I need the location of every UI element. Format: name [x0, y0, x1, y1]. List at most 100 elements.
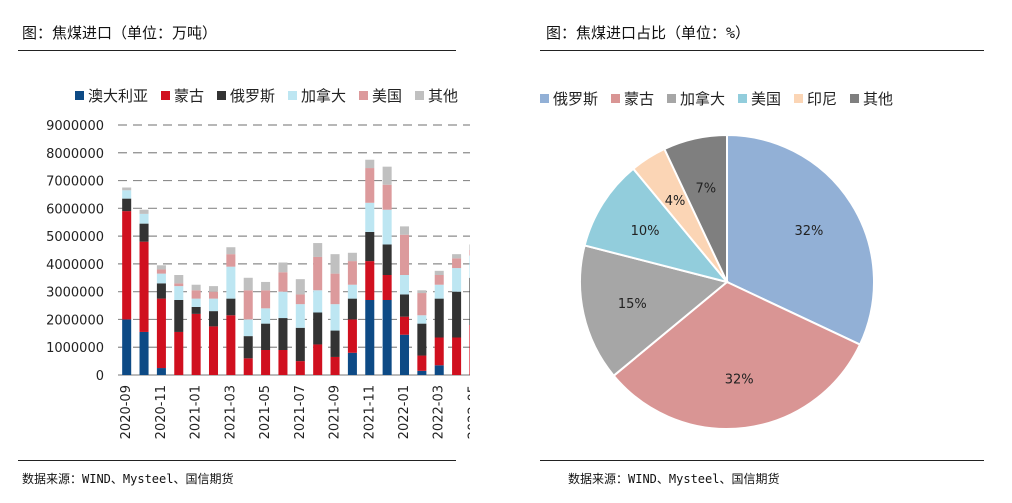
left-source-note: 数据来源：WIND、Mysteel、国信期货 — [22, 472, 234, 486]
bar-segment — [191, 313, 201, 375]
bar-segment — [434, 298, 444, 338]
bar-segment — [417, 355, 427, 371]
bar-segment — [208, 311, 219, 327]
pie-slice — [612, 280, 862, 430]
bar-segment — [261, 308, 271, 324]
pie-slice — [583, 167, 730, 284]
x-tick-label: 2021-09 — [328, 385, 343, 439]
bar-segment — [139, 331, 149, 375]
y-tick-label: 5000000 — [46, 230, 104, 245]
x-tick-label: 2020-09 — [119, 385, 134, 439]
bar-segment — [261, 350, 271, 375]
y-tick-label: 0 — [96, 369, 104, 384]
y-tick-label: 3000000 — [46, 286, 104, 301]
bar-segment — [452, 254, 462, 259]
bar-segment — [347, 298, 357, 320]
bar-segment — [243, 290, 253, 320]
bar-segment — [469, 255, 470, 278]
left-source-rule — [18, 460, 456, 461]
bar-segment — [399, 294, 410, 317]
x-tick-label: 2021-03 — [223, 385, 238, 439]
bar-segment — [330, 356, 340, 375]
bar-segment — [156, 269, 166, 274]
pie-slice — [579, 244, 730, 378]
bar-segment — [399, 316, 410, 335]
bar-segment — [382, 300, 392, 375]
x-tick-label: 2022-01 — [397, 385, 412, 439]
legend-swatch — [161, 91, 170, 100]
legend-swatch — [738, 94, 747, 103]
bar-segment — [434, 365, 444, 375]
bar-segment — [365, 202, 375, 232]
bar-segment — [226, 254, 236, 267]
bar-segment — [347, 352, 357, 375]
pie-data-label: 10% — [631, 224, 660, 239]
legend-label: 其他 — [863, 90, 893, 108]
bar-segment — [434, 275, 444, 285]
y-tick-label: 9000000 — [46, 119, 104, 134]
bar-segment — [365, 168, 375, 203]
bar-segment — [139, 241, 149, 332]
pie-data-label: 7% — [696, 181, 717, 196]
bar-segment — [139, 209, 149, 214]
bar-segment — [122, 198, 132, 212]
bar-segment — [330, 304, 340, 331]
pie-slice — [726, 133, 875, 346]
bar-segment — [295, 294, 305, 305]
y-tick-label: 1000000 — [46, 341, 104, 356]
bar-segment — [295, 279, 305, 295]
pie-data-label: 32% — [794, 224, 823, 239]
bar-segment — [313, 312, 323, 345]
bar-segment — [156, 265, 166, 270]
bar-segment — [313, 243, 323, 257]
bar-segment — [174, 286, 184, 300]
right-source-note: 数据来源：WIND、Mysteel、国信期货 — [568, 472, 780, 486]
legend-label: 其他 — [428, 87, 458, 105]
bar-segment — [278, 272, 288, 292]
bar-segment — [399, 226, 410, 235]
bar-segment — [382, 166, 392, 185]
bar-segment — [156, 298, 166, 369]
x-tick-label: 2022-05 — [466, 385, 470, 439]
legend-swatch — [611, 94, 620, 103]
bar-segment — [226, 247, 236, 255]
bar-segment — [347, 319, 357, 353]
left-title-rule — [18, 50, 456, 51]
bar-segment — [208, 298, 219, 312]
stacked-bar-chart: 0 1000000 2000000 3000000 4000000 5000000 6000… — [46, 87, 470, 439]
legend-swatch — [540, 94, 549, 103]
bar-segment — [191, 284, 201, 291]
bar-segment — [243, 336, 253, 359]
y-tick-label: 2000000 — [46, 313, 104, 328]
bar-segment — [313, 256, 323, 291]
bar-segment — [330, 273, 340, 305]
bar-segment — [208, 286, 219, 292]
bar-segment — [469, 250, 470, 256]
legend-swatch — [850, 94, 859, 103]
bar-segment — [382, 244, 392, 275]
bar-segment — [399, 234, 410, 275]
bar-segment — [174, 331, 184, 375]
bar-segment — [174, 275, 184, 284]
y-tick-label: 8000000 — [46, 147, 104, 162]
pie-data-label: 4% — [665, 194, 686, 209]
bar-segment — [469, 277, 470, 325]
bar-segment — [382, 209, 392, 245]
bar-segment — [156, 368, 166, 375]
pie-chart: 32% 32% 15% 10% 4% 7% 俄罗斯 蒙古 加拿大 美国 印尼 其他 — [540, 90, 893, 430]
pie-data-label: 32% — [725, 372, 754, 387]
bar-segment — [365, 231, 375, 262]
bar-segment — [295, 361, 305, 375]
legend-label: 澳大利亚 — [88, 87, 148, 105]
bar-segment — [226, 266, 236, 299]
legend-swatch — [288, 91, 297, 100]
legend-label: 美国 — [751, 90, 781, 108]
bar-segment — [365, 300, 375, 375]
bar-segment — [191, 290, 201, 299]
legend-label: 美国 — [372, 87, 402, 105]
x-tick-label: 2022-03 — [432, 385, 447, 439]
x-tick-label: 2021-07 — [293, 385, 308, 439]
bar-segment — [295, 327, 305, 362]
bar-segment — [191, 306, 201, 314]
x-tick-label: 2020-11 — [154, 385, 169, 439]
